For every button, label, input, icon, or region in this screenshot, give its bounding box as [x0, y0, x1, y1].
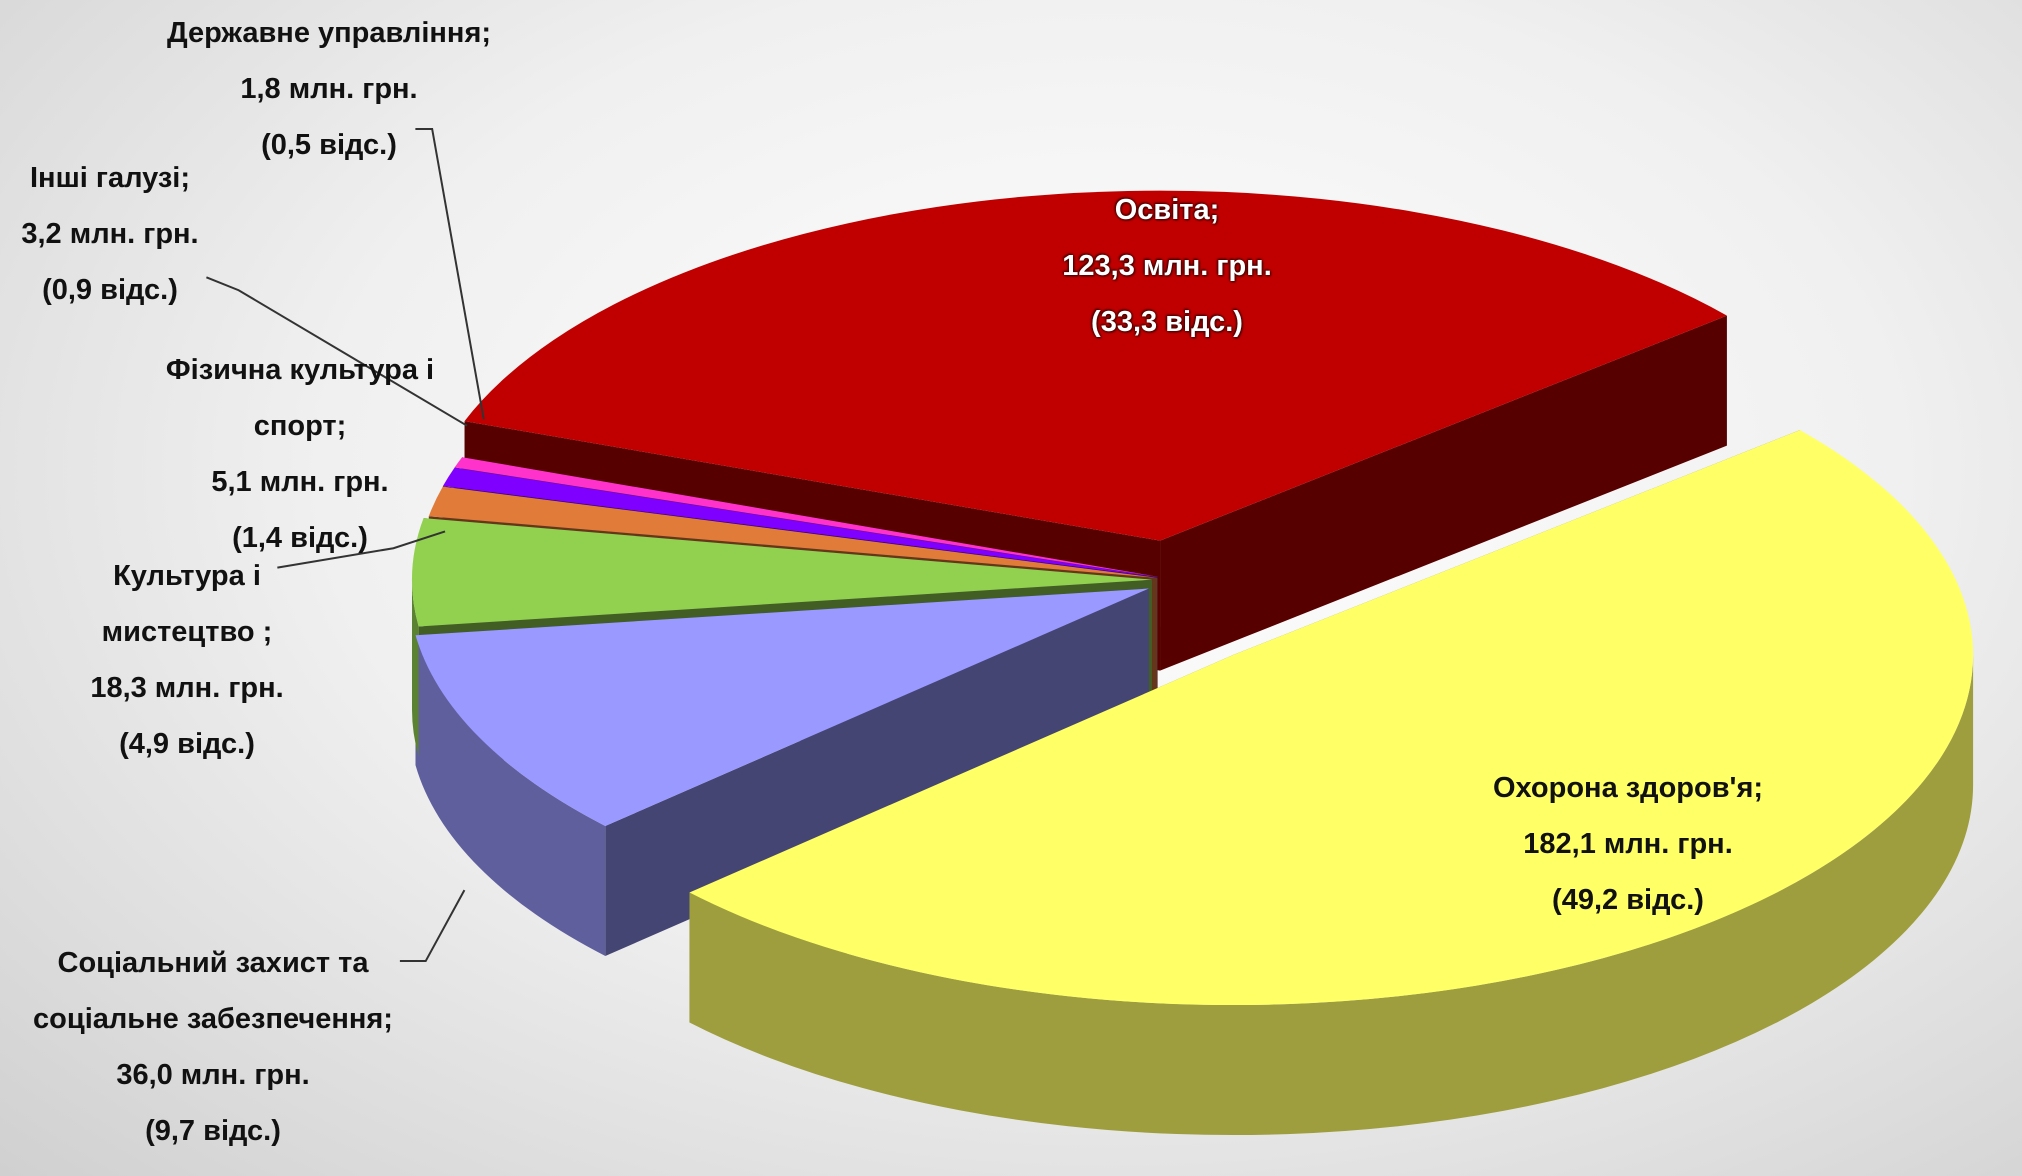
slice-label: Соціальний захист та соціальне забезпече… [13, 935, 413, 1159]
label-value: 3,2 млн. грн. [21, 218, 199, 250]
label-value: 123,3 млн. грн. [1062, 250, 1272, 282]
label-percent: (49,2 відс.) [1552, 884, 1704, 916]
slice-side [412, 579, 419, 757]
slice-label: Освіта; 123,3 млн. грн. (33,3 відс.) [957, 182, 1377, 350]
slice [412, 518, 1153, 627]
label-name: Освіта; [1114, 194, 1220, 226]
label-percent: (0,5 відс.) [261, 129, 397, 161]
slice-side [605, 588, 1149, 956]
label-value: 18,3 млн. грн. [90, 672, 284, 704]
label-percent: (1,4 відс.) [232, 522, 368, 554]
leader-line [415, 128, 485, 420]
slice-side [689, 655, 1974, 1136]
slice [428, 486, 1158, 578]
leader-line [399, 889, 466, 963]
slice-side [1160, 315, 1727, 671]
leader-line [277, 530, 446, 569]
label-name: Охорона здоров'я; [1492, 772, 1764, 804]
slice-label: Державне управління; 1,8 млн. грн. (0,5 ві… [109, 5, 549, 173]
label-percent: (33,3 відс.) [1091, 306, 1243, 338]
slice-side [415, 635, 606, 956]
label-value: 5,1 млн. грн. [211, 466, 389, 498]
label-value: 182,1 млн. грн. [1523, 828, 1733, 860]
slice [689, 430, 1974, 1006]
label-name: Культура і мистецтво ; [101, 560, 273, 648]
slice-label: Фізична культура і спорт; 5,1 млн. грн. (1… [130, 342, 470, 566]
label-name: Фізична культура і спорт; [165, 354, 435, 442]
slice [454, 457, 1158, 577]
label-percent: (0,9 відс.) [42, 274, 178, 306]
label-name: Державне управління; [166, 17, 492, 49]
slice [442, 467, 1158, 578]
label-name: Інші галузі; [30, 162, 190, 194]
leader-line [206, 276, 468, 427]
label-value: 1,8 млн. грн. [240, 73, 418, 105]
label-percent: (9,7 відс.) [145, 1115, 281, 1147]
slice [464, 190, 1727, 541]
slice-label: Інші галузі; 3,2 млн. грн. (0,9 відс.) [0, 150, 225, 318]
label-percent: (4,9 відс.) [119, 728, 255, 760]
label-name: Соціальний захист та соціальне забезпече… [33, 947, 393, 1035]
slice [415, 588, 1149, 826]
label-value: 36,0 млн. грн. [116, 1059, 310, 1091]
slice-label: Охорона здоров'я; 182,1 млн. грн. (49,2 ві… [1408, 760, 1848, 928]
slice-label: Культура і мистецтво ; 18,3 млн. грн. (4,9… [37, 548, 337, 772]
